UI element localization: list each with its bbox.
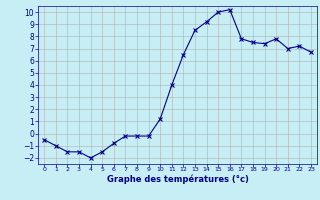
X-axis label: Graphe des températures (°c): Graphe des températures (°c): [107, 175, 249, 184]
